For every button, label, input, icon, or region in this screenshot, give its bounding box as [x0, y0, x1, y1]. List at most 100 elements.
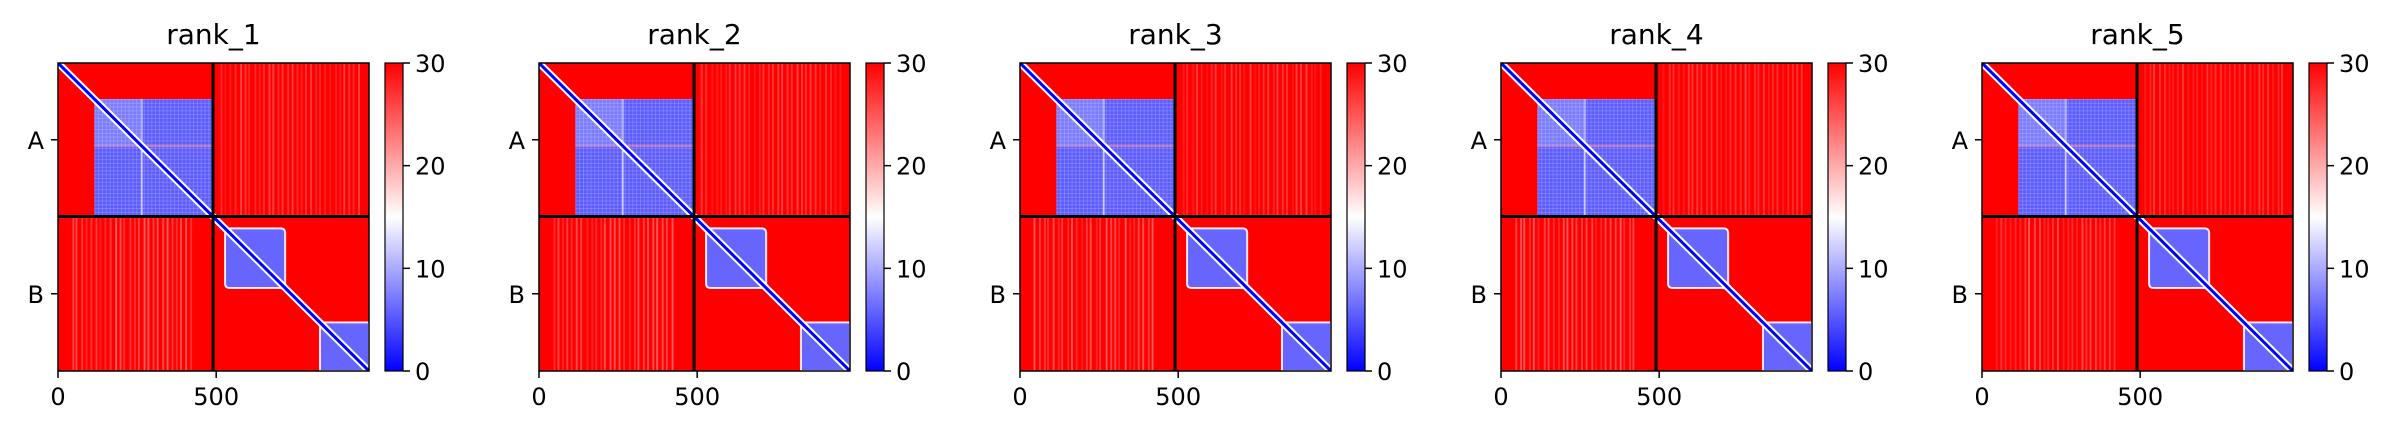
domain-texture	[575, 99, 695, 101]
domain-texture	[2018, 211, 2138, 213]
interchain-stripe	[591, 216, 594, 371]
interchain-stripe	[1672, 63, 1675, 217]
domain-texture	[582, 99, 584, 217]
interchain-stripe	[1186, 63, 1189, 217]
interchain-stripe	[613, 216, 616, 371]
interchain-stripe	[2039, 216, 2041, 371]
interchain-stripe	[790, 63, 793, 217]
domain-texture	[94, 177, 214, 179]
domain-texture	[2044, 99, 2046, 217]
colorbar-tick-label: 0	[415, 358, 430, 386]
domain-texture	[1056, 204, 1176, 206]
domain-texture	[2018, 208, 2138, 210]
domain-texture	[1170, 99, 1172, 217]
domain-texture	[94, 99, 214, 101]
interchain-stripe	[748, 63, 751, 217]
interchain-stripe	[1668, 63, 1671, 217]
interchain-stripe	[839, 63, 842, 217]
interchain-stripe	[575, 216, 578, 371]
domain-texture	[94, 166, 214, 168]
domain-texture	[639, 99, 641, 217]
interchain-stripe	[1725, 63, 1728, 217]
interchain-stripe	[711, 63, 714, 217]
interchain-stripe	[1729, 63, 1732, 217]
domain-boundary	[2018, 145, 2138, 147]
domain-texture	[674, 99, 676, 217]
domain-texture	[1537, 211, 1657, 213]
domain-edge	[1186, 227, 1249, 289]
domain-texture	[2018, 144, 2138, 146]
domain-texture	[200, 99, 202, 217]
domain-texture	[605, 99, 607, 217]
interchain-stripe	[1243, 63, 1246, 217]
interchain-stripe	[1085, 216, 1088, 371]
domain-texture	[1537, 110, 1657, 112]
panel-title: rank_2	[647, 18, 741, 51]
domain-texture	[575, 166, 695, 168]
interchain-stripe	[2144, 63, 2147, 217]
panel-title: rank_4	[1609, 18, 1703, 51]
domain-boundary	[1103, 99, 1105, 217]
interchain-stripe	[728, 63, 731, 217]
domain-texture	[2018, 193, 2138, 195]
domain-texture	[204, 99, 206, 217]
domain-texture	[1548, 99, 1550, 217]
interchain-stripe	[2014, 216, 2017, 371]
interchain-stripe	[2149, 63, 2152, 217]
domain-texture	[575, 189, 695, 191]
interchain-stripe	[1061, 216, 1064, 371]
domain-texture	[1056, 151, 1176, 153]
interchain-stripe	[1595, 216, 1598, 371]
interchain-stripe	[1716, 63, 1719, 217]
domain-texture	[2018, 147, 2138, 149]
domain-texture	[1544, 99, 1546, 217]
interchain-stripe	[115, 216, 118, 371]
domain-texture	[1056, 110, 1176, 112]
domain-texture	[1537, 174, 1657, 176]
interchain-stripe	[81, 216, 84, 371]
x-tick-label: 500	[1155, 383, 1201, 411]
interchain-stripe	[335, 63, 338, 217]
interchain-stripe	[2214, 63, 2217, 217]
domain-boundary	[2065, 99, 2067, 217]
y-tick-label: A	[509, 127, 526, 155]
interchain-stripe	[1147, 216, 1150, 371]
heatmap-panel-5: rank_5 A B 0 500 0 10 20 30	[1952, 18, 2370, 411]
interchain-stripe	[220, 63, 223, 217]
interchain-stripe	[1118, 216, 1121, 371]
interchain-stripe	[72, 216, 75, 371]
interchain-stripe	[671, 216, 674, 371]
interchain-stripe	[1796, 63, 1799, 217]
domain-texture	[2018, 140, 2138, 142]
domain-texture	[1056, 129, 1176, 131]
interchain-stripe	[1267, 63, 1270, 217]
interchain-stripe	[240, 63, 243, 217]
domain-texture	[2018, 99, 2020, 217]
domain-texture	[105, 99, 107, 217]
interchain-stripe	[1562, 216, 1565, 371]
domain-texture	[575, 121, 695, 123]
interchain-stripe	[1052, 216, 1055, 371]
domain-texture	[575, 177, 695, 179]
domain-texture	[98, 99, 100, 217]
domain-texture	[1067, 99, 1069, 217]
domain-texture	[2101, 99, 2103, 217]
interchain-stripe	[1632, 216, 1635, 371]
interchain-stripe	[281, 63, 284, 217]
interchain-stripe	[2262, 63, 2265, 217]
domain-texture	[1552, 99, 1554, 217]
domain-texture	[1056, 166, 1176, 168]
interchain-stripe	[2000, 216, 2003, 371]
domain-boundary	[141, 99, 143, 217]
interchain-stripe	[2076, 216, 2078, 371]
domain-texture	[1143, 99, 1145, 217]
interchain-stripe	[2201, 63, 2203, 217]
interchain-stripe	[1744, 63, 1747, 217]
interchain-stripe	[1286, 63, 1288, 217]
interchain-stripe	[1206, 63, 1209, 217]
interchain-stripe	[652, 216, 655, 371]
colorbar-tick-label: 30	[896, 50, 927, 78]
interchain-stripe	[1095, 216, 1098, 371]
interchain-stripe	[1768, 63, 1770, 217]
